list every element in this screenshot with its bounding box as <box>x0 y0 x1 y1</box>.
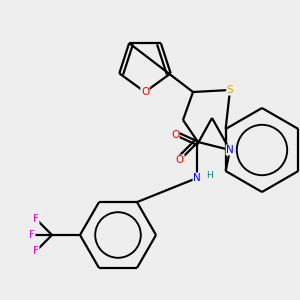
Text: F: F <box>29 230 35 240</box>
Text: F: F <box>33 214 39 224</box>
Text: N: N <box>226 145 234 155</box>
Text: O: O <box>141 87 149 97</box>
Text: O: O <box>171 130 179 140</box>
Text: N: N <box>193 173 201 183</box>
Text: S: S <box>227 85 233 95</box>
Text: H: H <box>206 172 213 181</box>
Text: F: F <box>33 246 39 256</box>
Text: O: O <box>176 155 184 165</box>
